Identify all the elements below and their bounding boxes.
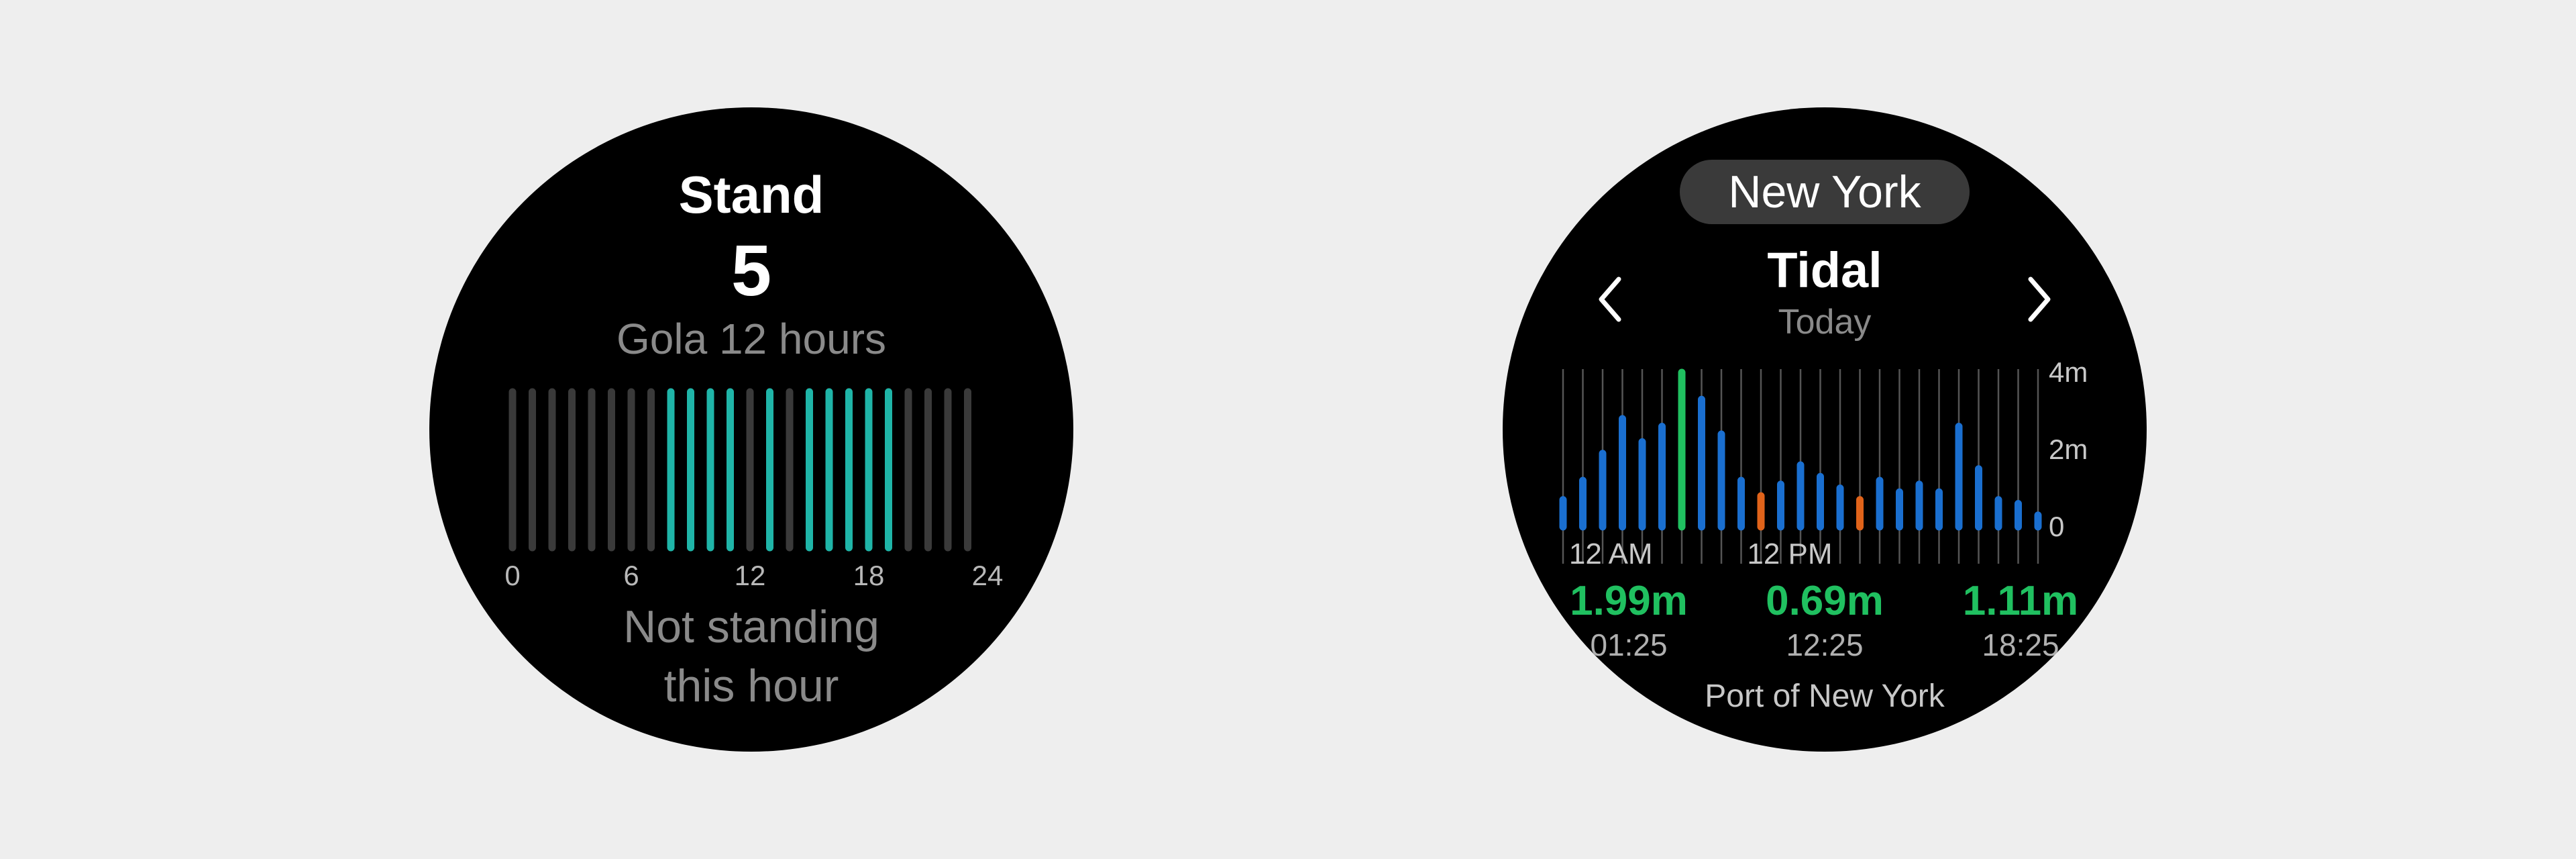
tide-time: 12:25 (1786, 627, 1864, 662)
tidal-subtitle: Today (1778, 303, 1872, 342)
chevron-right-icon (2028, 276, 2051, 322)
y-tick-label: 4m (2049, 356, 2088, 388)
stand-status-message: Not standing this hour (429, 597, 1073, 715)
y-tick-label: 2m (2049, 434, 2088, 465)
tide-entry: 0.69m 12:25 (1737, 577, 1912, 664)
chevron-left-icon (1599, 276, 1621, 322)
stand-hour-label: 18 (853, 560, 885, 591)
stand-hour-label: 12 (735, 560, 766, 591)
tide-height: 1.99m (1570, 578, 1688, 624)
tide-height: 0.69m (1766, 578, 1884, 624)
stand-hour-label: 0 (504, 560, 520, 591)
port-name: Port of New York (1705, 678, 1945, 714)
stand-status-line-2: this hour (663, 660, 839, 711)
stand-count: 5 (731, 230, 772, 311)
stand-watch-face: Stand 5 Gola 12 hours 0 6 12 18 24 Not stand… (429, 107, 1073, 752)
tide-entry: 1.99m 01:25 (1542, 577, 1716, 664)
prev-button[interactable] (1583, 266, 1637, 333)
tidal-title: Tidal (1767, 242, 1882, 298)
stand-hour-label: 6 (623, 560, 639, 591)
tide-time: 01:25 (1590, 627, 1668, 662)
next-button[interactable] (2012, 266, 2066, 333)
tidal-watch-face: New York Tidal Today 4m 2m 0 12 AM 12 PM 1.9… (1503, 107, 2147, 752)
stand-hourly-chart: 0 6 12 18 24 (504, 388, 1004, 591)
x-axis-label: 12 PM (1747, 538, 1832, 570)
location-pill[interactable]: New York (1680, 160, 1970, 224)
stand-hour-label: 24 (972, 560, 1004, 591)
tide-chart: 4m 2m 0 12 AM 12 PM (1559, 356, 2088, 570)
y-tick-label: 0 (2049, 511, 2064, 542)
stand-status-line-1: Not standing (623, 601, 879, 652)
tide-entry: 1.11m 18:25 (1933, 577, 2108, 664)
stand-title: Stand (678, 165, 824, 224)
tide-height: 1.11m (1962, 578, 2079, 624)
x-axis-label: 12 AM (1569, 538, 1653, 570)
tide-time: 18:25 (1982, 627, 2059, 662)
stand-goal: Gola 12 hours (616, 315, 887, 363)
